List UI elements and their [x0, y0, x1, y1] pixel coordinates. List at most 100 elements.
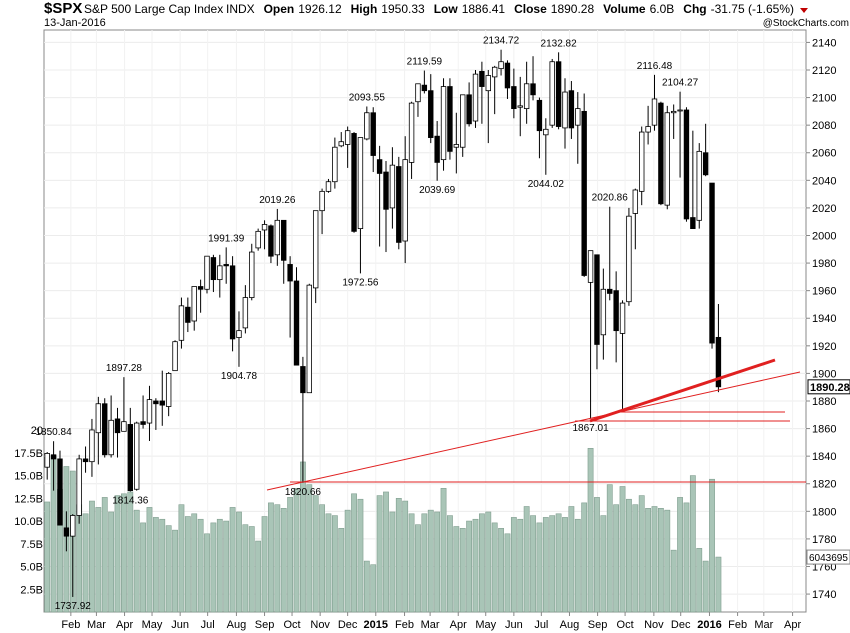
volume-bar — [178, 504, 185, 613]
y-tick-label: 1940 — [812, 313, 836, 325]
candle-body — [466, 94, 472, 125]
volume-bar — [415, 524, 421, 613]
x-tick-label: Nov — [644, 619, 664, 631]
candle-body — [472, 73, 479, 122]
volume-bar — [421, 513, 428, 613]
volume-bar — [95, 507, 102, 613]
candle-body — [95, 403, 102, 434]
volume-bar — [146, 507, 153, 613]
candle-body — [191, 286, 197, 322]
volume-bar — [581, 502, 588, 613]
candle-body — [549, 61, 555, 126]
field-value: 1926.12 — [298, 2, 342, 16]
y2-tick-label: 7.5B — [20, 539, 43, 551]
x-tick-label: Feb — [61, 619, 80, 631]
field-label: Chg — [683, 2, 706, 16]
candle-body — [57, 458, 63, 526]
candle-body — [102, 403, 108, 456]
volume-bar — [702, 560, 709, 613]
volume-bar — [638, 495, 645, 613]
volume-bar — [229, 507, 236, 613]
candle-body — [370, 112, 376, 156]
candle-body — [274, 219, 281, 256]
y-tick-label: 2080 — [812, 120, 836, 132]
y-tick-label: 1900 — [812, 368, 836, 380]
volume-bar — [344, 509, 351, 613]
candle-body — [702, 152, 709, 176]
candle-body — [491, 66, 498, 78]
volume-bar — [402, 500, 409, 613]
candle-body — [607, 288, 613, 294]
y2-tick-label: 20 — [31, 425, 43, 437]
price-annotation: 2116.48 — [637, 61, 673, 72]
candle-body — [453, 144, 460, 148]
volume-bar — [331, 515, 338, 613]
volume-bar — [82, 513, 89, 613]
x-tick-label: Dec — [671, 619, 691, 631]
volume-bar — [562, 517, 568, 613]
candle-body — [344, 130, 351, 145]
volume-bar — [677, 497, 683, 613]
field-value: 6.0B — [650, 2, 675, 16]
candle-body — [357, 137, 364, 229]
candle-body — [613, 290, 619, 332]
volume-bar — [664, 509, 671, 613]
candle-body — [396, 166, 402, 243]
y-tick-label: 1840 — [812, 451, 836, 463]
volume-bar — [121, 493, 127, 613]
volume-bar — [600, 515, 607, 613]
volume-bar — [466, 520, 473, 613]
field-label: Volume — [603, 2, 646, 16]
candle-body — [434, 135, 440, 163]
volume-bar — [651, 506, 658, 613]
field-label: Open — [264, 2, 295, 16]
y-tick-label: 1740 — [812, 589, 836, 601]
volume-bar — [696, 548, 703, 613]
candle-body — [332, 146, 338, 183]
candle-body — [568, 90, 575, 129]
volume-bar — [268, 502, 274, 613]
volume-bar — [159, 518, 166, 613]
down-arrow — [800, 8, 808, 13]
y2-tick-label: 2.5B — [20, 584, 43, 596]
volume-bar — [312, 495, 319, 613]
price-annotation: 1814.36 — [112, 496, 149, 507]
candle-body — [255, 230, 261, 249]
candle-body — [511, 86, 517, 110]
candle-body — [632, 189, 639, 214]
candle-body — [440, 86, 447, 161]
price-annotation: 2039.69 — [419, 185, 456, 196]
candle-body — [402, 159, 408, 242]
candle-body — [498, 61, 504, 70]
y-tick-label: 1960 — [812, 286, 836, 298]
trendline — [266, 371, 801, 491]
volume-bar — [357, 498, 364, 613]
volume-bar — [523, 506, 530, 613]
candle-body — [210, 257, 217, 281]
trendline — [589, 358, 776, 423]
volume-bar — [504, 533, 511, 613]
price-annotation: 2132.82 — [541, 38, 578, 49]
last-volume-box — [806, 549, 850, 565]
candle-body — [281, 219, 287, 261]
x-tick-label: Oct — [617, 619, 634, 631]
volume-bar — [197, 518, 204, 613]
candle-body — [562, 91, 568, 129]
volume-bar — [632, 504, 639, 613]
price-annotation: 1737.92 — [55, 601, 92, 612]
candle-body — [658, 102, 664, 205]
candle-body — [159, 400, 165, 406]
x-tick-label: Mar — [754, 619, 773, 631]
candle-body — [172, 341, 178, 372]
candle-body — [517, 105, 523, 108]
volume-bar — [606, 484, 613, 613]
candle-body — [306, 284, 312, 394]
price-annotation: 2134.72 — [483, 36, 520, 47]
volume-bar — [319, 504, 325, 613]
last-volume: 6043695 — [809, 553, 848, 564]
y-tick-label: 1920 — [812, 341, 836, 353]
candle-body — [530, 83, 536, 96]
volume-bar — [204, 533, 210, 613]
field-value: 1890.28 — [551, 2, 595, 16]
candle-body — [217, 265, 223, 281]
